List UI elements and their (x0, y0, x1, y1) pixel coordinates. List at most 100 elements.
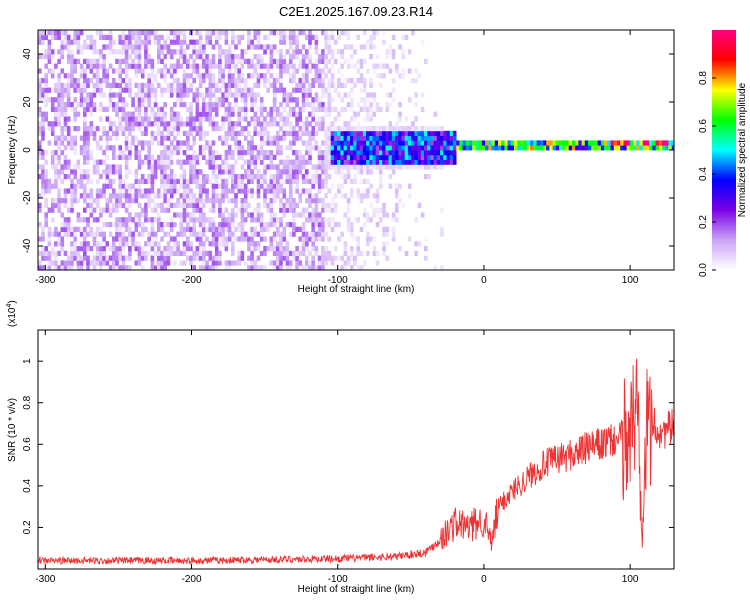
heatmap-cell (182, 207, 187, 213)
heatmap-cell (157, 121, 161, 127)
heatmap-cell (314, 212, 319, 218)
heatmap-cell (118, 250, 122, 256)
heatmap-cell (231, 34, 235, 40)
heatmap-cell (112, 250, 116, 256)
heatmap-cell (218, 102, 222, 108)
heatmap-cell (272, 222, 277, 228)
heatmap-cell (205, 145, 209, 151)
heatmap-cell (375, 154, 380, 160)
heatmap-cell (379, 164, 383, 170)
heatmap-cell (276, 73, 280, 79)
heatmap-cell (250, 97, 254, 103)
heatmap-cell (124, 39, 129, 45)
heatmap-cell (288, 44, 293, 50)
heatmap-cell (73, 198, 77, 204)
heatmap-cell (250, 169, 254, 175)
heatmap-cell (134, 145, 139, 151)
heatmap-cell (166, 231, 171, 237)
heatmap-cell (150, 178, 155, 184)
heatmap-cell (292, 198, 296, 204)
heatmap-cell (247, 265, 251, 270)
heatmap-cell (41, 111, 45, 117)
heatmap-cell (83, 140, 87, 146)
heatmap-cell (140, 73, 145, 79)
heatmap-cell (105, 68, 110, 74)
heatmap-cell (112, 222, 116, 228)
heatmap-cell (211, 121, 216, 127)
heatmap-cell (137, 159, 142, 165)
heatmap-cell (105, 34, 110, 40)
heatmap-cell (105, 255, 110, 261)
heatmap-cell (224, 236, 229, 242)
heatmap-cell (50, 121, 55, 127)
heatmap-cell (169, 106, 174, 112)
heatmap-cell (276, 174, 280, 180)
heatmap-cell (182, 188, 187, 194)
heatmap-cell (263, 150, 267, 156)
heatmap-cell (83, 135, 87, 141)
heatmap-cell (57, 236, 61, 242)
heatmap-cell (359, 63, 364, 69)
heatmap-cell (108, 97, 113, 103)
heatmap-cell (128, 183, 132, 189)
heatmap-cell (163, 87, 167, 93)
heatmap-cell (208, 164, 213, 170)
heatmap-cell (102, 231, 106, 237)
heatmap-cell (218, 78, 222, 84)
heatmap-cell (340, 183, 344, 189)
heatmap-cell (211, 241, 216, 247)
heatmap-cell (240, 255, 245, 261)
heatmap-cell (330, 135, 335, 141)
heatmap-cell (147, 87, 151, 93)
heatmap-cell (169, 159, 174, 165)
heatmap-cell (218, 222, 222, 228)
heatmap-cell (50, 73, 55, 79)
heatmap-cell (144, 202, 148, 208)
heatmap-cell (173, 178, 177, 184)
heatmap-cell (253, 207, 258, 213)
heatmap-cell (401, 73, 406, 79)
heatmap-cell (124, 102, 129, 108)
heatmap-cell (288, 130, 293, 136)
heatmap-cell (189, 174, 193, 180)
heatmap-cell (227, 212, 232, 218)
heatmap-cell (391, 87, 396, 93)
heatmap-cell (227, 49, 232, 55)
heatmap-cell (366, 231, 370, 237)
heatmap-cell (44, 102, 48, 108)
heatmap-cell (202, 217, 206, 223)
heatmap-cell (92, 87, 97, 93)
heatmap-cell (494, 145, 499, 151)
heatmap-cell (642, 140, 647, 146)
heatmap-cell (231, 188, 235, 194)
heatmap-cell (375, 130, 380, 136)
heatmap-cell (153, 217, 158, 223)
heatmap-cell (66, 159, 71, 165)
heatmap-cell (112, 39, 116, 45)
heatmap-cell (436, 159, 441, 165)
heatmap-cell (350, 159, 354, 165)
heatmap-cell (89, 154, 94, 160)
heatmap-cell (285, 250, 290, 256)
heatmap-cell (250, 159, 254, 165)
heatmap-cell (137, 217, 142, 223)
heatmap-cell (86, 92, 90, 98)
heatmap-cell (124, 174, 129, 180)
heatmap-cell (263, 106, 267, 112)
heatmap-cell (173, 87, 177, 93)
heatmap-cell (424, 255, 428, 261)
heatmap-cell (44, 92, 48, 98)
heatmap-cell (192, 68, 196, 74)
heatmap-cell (250, 193, 254, 199)
heatmap-cell (38, 54, 42, 60)
heatmap-cell (140, 39, 145, 45)
heatmap-cell (414, 217, 418, 223)
heatmap-cell (333, 145, 338, 151)
heatmap-cell (279, 202, 283, 208)
heatmap-cell (324, 145, 328, 151)
heatmap-cell (150, 188, 155, 194)
bottom-x-axis-label: Height of straight line (km) (298, 584, 415, 595)
heatmap-cell (288, 63, 293, 69)
heatmap-cell (227, 63, 232, 69)
